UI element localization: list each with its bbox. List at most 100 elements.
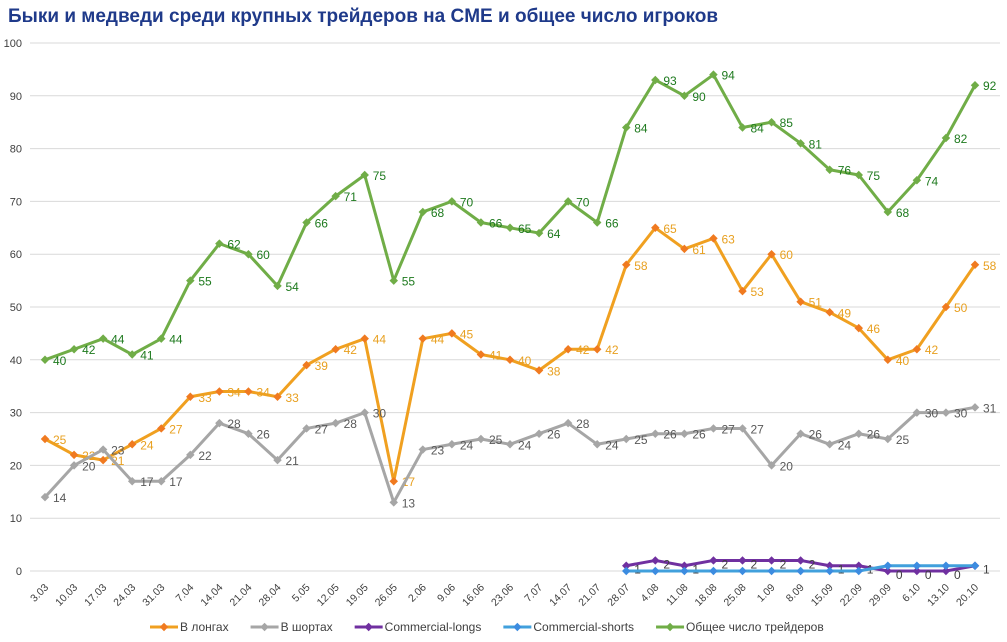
data-label: 25 (634, 433, 648, 447)
data-point (215, 387, 224, 396)
data-label: 75 (867, 169, 881, 183)
data-label: 14 (53, 491, 67, 505)
data-label: 24 (838, 438, 852, 452)
data-label: 82 (954, 132, 968, 146)
data-label: 24 (605, 438, 619, 452)
data-point (825, 561, 834, 570)
data-point (592, 344, 602, 354)
data-label: 50 (954, 301, 968, 315)
data-point (40, 434, 50, 444)
x-tick-label: 9.06 (435, 582, 458, 605)
data-label: 44 (111, 333, 125, 347)
data-point (302, 218, 311, 227)
data-point (883, 561, 893, 570)
data-point (912, 408, 922, 417)
data-point (273, 392, 282, 402)
data-label: 60 (780, 248, 794, 262)
y-tick-label: 30 (10, 408, 22, 420)
data-point (563, 344, 573, 354)
data-point (331, 418, 340, 428)
x-tick-label: 22.09 (838, 582, 865, 609)
data-label: 45 (460, 327, 474, 341)
x-tick-label: 3.03 (28, 582, 51, 605)
data-label: 20 (780, 459, 794, 473)
data-point (273, 455, 282, 465)
data-point (157, 476, 166, 486)
data-label: 42 (344, 343, 358, 357)
data-point (534, 429, 544, 438)
data-point (970, 561, 980, 570)
legend-marker (364, 622, 373, 632)
data-point (651, 429, 660, 438)
data-label: 21 (286, 454, 300, 468)
data-point (302, 360, 311, 370)
data-label: 30 (925, 407, 939, 421)
data-point (447, 440, 457, 449)
data-label: 26 (867, 428, 881, 442)
data-label: 25 (489, 433, 503, 447)
data-label: 42 (925, 343, 939, 357)
data-point (389, 498, 398, 507)
data-point (680, 561, 689, 570)
data-label: 28 (344, 417, 358, 431)
data-point (476, 350, 486, 359)
x-tick-label: 21.07 (576, 582, 603, 609)
data-label: 75 (373, 169, 387, 183)
data-label: 2 (751, 557, 758, 571)
data-label: 26 (256, 428, 270, 442)
data-point (69, 344, 79, 354)
y-tick-label: 10 (10, 513, 22, 525)
data-label: 49 (838, 306, 852, 320)
x-tick-label: 26.05 (373, 582, 400, 609)
x-tick-label: 31.03 (140, 582, 167, 609)
data-label: 65 (663, 222, 677, 236)
data-label: 40 (53, 354, 67, 368)
y-tick-label: 20 (10, 460, 22, 472)
data-point (418, 334, 428, 343)
data-label: 40 (896, 354, 910, 368)
data-label: 62 (227, 238, 241, 252)
legend-marker (513, 622, 522, 632)
data-label: 58 (634, 259, 648, 273)
data-label: 42 (82, 343, 96, 357)
data-label: 20 (82, 459, 96, 473)
data-label: 61 (692, 243, 706, 257)
data-point (651, 566, 660, 576)
data-point (767, 566, 776, 576)
data-point (709, 566, 718, 576)
data-point (476, 434, 486, 444)
data-label: 84 (634, 121, 648, 135)
data-point (418, 445, 428, 454)
data-point (592, 440, 602, 449)
legend-label: Commercial-longs (385, 620, 482, 634)
data-label: 68 (896, 206, 910, 220)
data-point (680, 429, 689, 438)
y-tick-label: 80 (10, 144, 22, 156)
data-label: 27 (169, 422, 183, 436)
x-tick-label: 21.04 (227, 582, 254, 609)
data-label: 68 (431, 206, 445, 220)
x-tick-label: 14.04 (198, 582, 225, 609)
data-label: 53 (751, 285, 765, 299)
data-label: 2 (663, 557, 670, 571)
y-tick-label: 0 (16, 566, 22, 578)
data-label: 31 (983, 401, 997, 415)
data-point (127, 440, 137, 449)
data-label: 17 (169, 475, 183, 489)
data-point (825, 566, 834, 576)
data-label: 70 (576, 195, 590, 209)
data-point (360, 170, 369, 180)
data-point (40, 492, 50, 502)
data-point (505, 223, 515, 233)
data-point (854, 561, 863, 570)
data-point (69, 461, 79, 470)
data-label: 25 (896, 433, 910, 447)
data-point (244, 249, 253, 259)
data-label: 27 (315, 422, 329, 436)
data-point (69, 450, 79, 460)
data-label: 81 (809, 137, 823, 151)
data-point (970, 403, 980, 412)
data-point (127, 350, 137, 359)
data-point (389, 276, 398, 285)
